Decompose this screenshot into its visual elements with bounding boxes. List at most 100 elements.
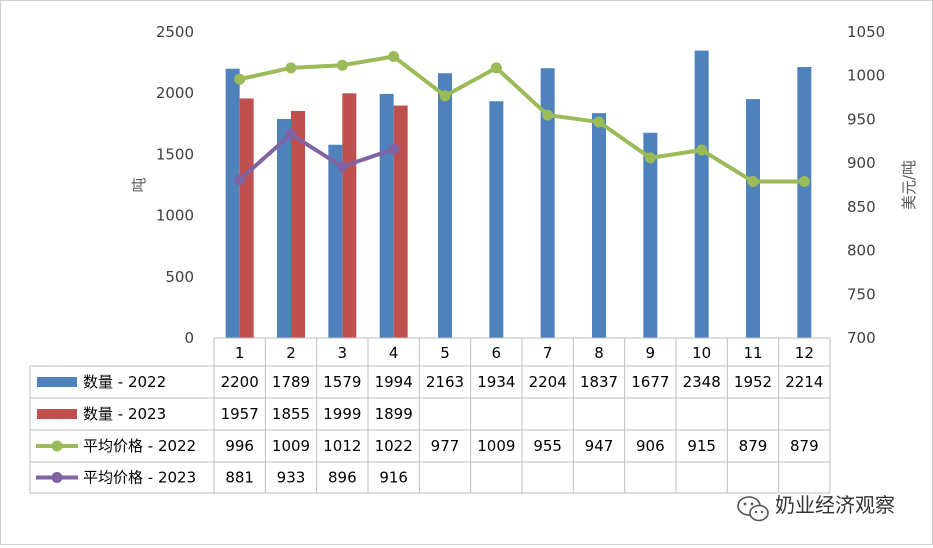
y-tick-label: 0 [184, 329, 194, 347]
bar-数量-2022-3 [328, 144, 343, 338]
bar-数量-2023-1 [239, 98, 254, 339]
table-cell: 2204 [529, 373, 567, 391]
point-平均价格-2023 [388, 143, 400, 155]
y2-tick-label: 850 [847, 198, 876, 216]
table-cell: 977 [431, 437, 460, 455]
table-cell: 1899 [375, 405, 413, 423]
watermark-text: 奶业经济观察 [775, 493, 895, 517]
bar-数量-2022-9 [643, 132, 658, 338]
table-cell: 1009 [477, 437, 515, 455]
line-平均价格-2023 [238, 132, 395, 182]
table-cell: 1994 [375, 373, 413, 391]
point-平均价格-2022 [542, 109, 554, 121]
point-平均价格-2022 [285, 62, 297, 74]
point-平均价格-2022 [798, 176, 810, 188]
table-cell: 916 [379, 469, 408, 487]
x-tick-label: 8 [594, 344, 604, 362]
y-tick-label: 500 [165, 268, 194, 286]
legend-key [36, 472, 78, 483]
y2-tick-label: 900 [847, 154, 876, 172]
table-cell: 996 [225, 437, 254, 455]
table-cell: 2163 [426, 373, 464, 391]
y2-tick-label: 750 [847, 285, 876, 303]
bar-数量-2022-12 [797, 67, 812, 338]
table-cell: 915 [687, 437, 716, 455]
point-平均价格-2023 [234, 174, 246, 186]
legend-label: 数量 - 2023 [83, 405, 166, 423]
point-平均价格-2023 [336, 161, 348, 173]
bar-数量-2022-4 [379, 93, 394, 338]
table-cell: 2200 [221, 373, 259, 391]
legend-swatch [37, 409, 77, 419]
table-cell: 879 [739, 437, 768, 455]
bar-数量-2023-4 [393, 105, 408, 338]
bar-数量-2022-10 [694, 50, 709, 339]
x-tick-label: 2 [286, 344, 296, 362]
table-cell: 1952 [734, 373, 772, 391]
bar-数量-2022-6 [489, 101, 504, 338]
legend-label: 数量 - 2022 [83, 373, 166, 391]
wechat-icon [737, 496, 769, 522]
x-tick-label: 12 [795, 344, 814, 362]
table-cell: 1579 [323, 373, 361, 391]
point-平均价格-2022 [234, 73, 246, 85]
y2-tick-label: 800 [847, 242, 876, 260]
x-tick-label: 7 [543, 344, 553, 362]
point-平均价格-2022 [593, 116, 605, 128]
legend-marker [51, 440, 63, 452]
y2-tick-label: 1050 [847, 23, 885, 41]
y2-tick-label: 1000 [847, 67, 885, 85]
point-平均价格-2022 [747, 176, 759, 188]
legend-label: 平均价格 - 2023 [83, 469, 196, 487]
table-cell: 1934 [477, 373, 515, 391]
table-cell: 2214 [785, 373, 823, 391]
bar-数量-2022-1 [225, 68, 240, 338]
x-tick-label: 9 [646, 344, 656, 362]
bar-数量-2022-11 [746, 99, 760, 339]
bar-数量-2022-5 [438, 73, 452, 338]
legend-key [37, 409, 77, 419]
legend-swatch [37, 377, 77, 387]
x-tick-label: 3 [338, 344, 348, 362]
point-平均价格-2022 [439, 90, 451, 102]
table-cell: 1855 [272, 405, 310, 423]
bar-数量-2022-2 [277, 119, 291, 338]
y2-tick-label: 950 [847, 110, 876, 128]
legend-key [36, 440, 78, 452]
legend-marker [51, 472, 63, 483]
table-cell: 1789 [272, 373, 310, 391]
table-cell: 947 [585, 437, 614, 455]
bar-数量-2023-2 [291, 110, 305, 338]
point-平均价格-2022 [490, 62, 502, 74]
y-tick-label: 1500 [156, 145, 194, 163]
table-cell: 1957 [221, 405, 259, 423]
y-tick-label: 1000 [156, 207, 194, 225]
y-tick-label: 2500 [156, 23, 194, 41]
legend-label: 平均价格 - 2022 [83, 437, 196, 455]
table-cell: 2348 [683, 373, 721, 391]
table-cell: 1022 [375, 437, 413, 455]
bar-数量-2023-3 [342, 93, 357, 338]
watermark: 奶业经济观察 [737, 493, 895, 522]
x-tick-label: 11 [743, 344, 762, 362]
point-平均价格-2022 [336, 59, 348, 71]
line-平均价格-2022 [239, 54, 805, 184]
table-cell: 955 [533, 437, 562, 455]
y2-tick-label: 700 [847, 329, 876, 347]
y-tick-label: 2000 [156, 84, 194, 102]
table-cell: 896 [328, 469, 357, 487]
x-tick-label: 5 [440, 344, 450, 362]
bar-数量-2022-8 [592, 113, 606, 338]
x-tick-label: 1 [235, 344, 245, 362]
legend-key [37, 377, 77, 387]
table-cell: 879 [790, 437, 819, 455]
table-cell: 881 [225, 469, 254, 487]
y-axis-title: 吨 [130, 177, 148, 192]
point-平均价格-2022 [696, 144, 708, 156]
table-cell: 1837 [580, 373, 618, 391]
x-tick-label: 4 [389, 344, 399, 362]
point-平均价格-2022 [388, 50, 400, 62]
table-cell: 1009 [272, 437, 310, 455]
